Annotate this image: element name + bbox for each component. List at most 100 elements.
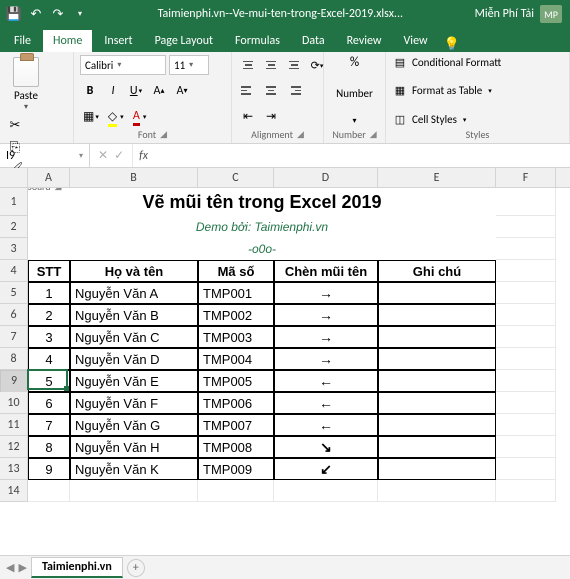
row-header[interactable]: 1 bbox=[0, 188, 28, 216]
worksheet-grid[interactable]: ABCDEF 1234567891011121314 Vẽ mũi tên tr… bbox=[0, 168, 570, 502]
grow-font-button[interactable]: A▴ bbox=[149, 81, 169, 101]
row-header[interactable]: 12 bbox=[0, 436, 28, 458]
cell[interactable] bbox=[496, 436, 556, 458]
cell[interactable]: TMP009 bbox=[198, 458, 274, 480]
arrow-cell[interactable]: → bbox=[274, 282, 378, 304]
cell[interactable] bbox=[496, 392, 556, 414]
row-header[interactable]: 7 bbox=[0, 326, 28, 348]
cell[interactable]: TMP006 bbox=[198, 392, 274, 414]
undo-icon[interactable]: ↶ bbox=[28, 6, 44, 22]
cell[interactable]: Nguyễn Văn C bbox=[70, 326, 198, 348]
row-header[interactable]: 3 bbox=[0, 238, 28, 260]
align-left-button[interactable] bbox=[238, 82, 258, 100]
cell[interactable] bbox=[378, 480, 496, 502]
name-box[interactable]: I9▾ bbox=[0, 144, 90, 167]
column-header[interactable]: D bbox=[274, 168, 378, 187]
cell[interactable]: TMP005 bbox=[198, 370, 274, 392]
column-header[interactable]: F bbox=[496, 168, 556, 187]
tell-me-icon[interactable]: 💡 bbox=[444, 37, 460, 52]
table-header-cell[interactable]: STT bbox=[28, 260, 70, 282]
cell[interactable]: 5 bbox=[28, 370, 70, 392]
row-header[interactable]: 5 bbox=[0, 282, 28, 304]
cell[interactable] bbox=[378, 304, 496, 326]
number-launcher-icon[interactable]: ◢ bbox=[370, 129, 377, 140]
cell[interactable]: TMP004 bbox=[198, 348, 274, 370]
font-color-button[interactable]: A▾ bbox=[130, 106, 150, 126]
cell[interactable] bbox=[496, 414, 556, 436]
percent-icon[interactable]: % bbox=[350, 55, 359, 70]
cell[interactable] bbox=[496, 260, 556, 282]
fx-icon[interactable]: fx bbox=[133, 149, 154, 163]
tab-formulas[interactable]: Formulas bbox=[225, 30, 290, 52]
cell[interactable]: Nguyễn Văn K bbox=[70, 458, 198, 480]
shrink-font-button[interactable]: A▾ bbox=[172, 81, 192, 101]
cell[interactable]: Nguyễn Văn F bbox=[70, 392, 198, 414]
table-header-cell[interactable]: Ghi chú bbox=[378, 260, 496, 282]
tab-home[interactable]: Home bbox=[43, 30, 92, 52]
align-center-button[interactable] bbox=[261, 82, 281, 100]
column-header[interactable]: B bbox=[70, 168, 198, 187]
cell[interactable]: TMP008 bbox=[198, 436, 274, 458]
font-name-select[interactable]: Calibri▾ bbox=[80, 55, 166, 75]
row-header[interactable]: 6 bbox=[0, 304, 28, 326]
arrow-cell[interactable]: ← bbox=[274, 370, 378, 392]
table-header-cell[interactable]: Họ và tên bbox=[70, 260, 198, 282]
cell[interactable] bbox=[378, 326, 496, 348]
cell[interactable] bbox=[496, 458, 556, 480]
row-header[interactable]: 2 bbox=[0, 216, 28, 238]
sheet-nav-next-icon[interactable]: ▶ bbox=[18, 561, 26, 574]
cell[interactable]: Nguyễn Văn G bbox=[70, 414, 198, 436]
cell[interactable] bbox=[496, 326, 556, 348]
number-dropdown-icon[interactable]: ▾ bbox=[352, 116, 356, 126]
cell[interactable] bbox=[496, 480, 556, 502]
align-right-button[interactable] bbox=[284, 82, 304, 100]
qat-dropdown-icon[interactable]: ▾ bbox=[72, 6, 88, 22]
row-header[interactable]: 4 bbox=[0, 260, 28, 282]
cell[interactable] bbox=[496, 370, 556, 392]
tab-data[interactable]: Data bbox=[292, 30, 335, 52]
increase-indent-button[interactable]: ⇥ bbox=[261, 106, 281, 126]
row-header[interactable]: 13 bbox=[0, 458, 28, 480]
sheet-nav-prev-icon[interactable]: ◀ bbox=[6, 561, 14, 574]
arrow-cell[interactable]: ← bbox=[274, 392, 378, 414]
cell[interactable] bbox=[378, 370, 496, 392]
cell[interactable]: Demo bởi: Taimienphi.vn bbox=[28, 216, 496, 238]
column-header[interactable]: A bbox=[28, 168, 70, 187]
row-header[interactable]: 14 bbox=[0, 480, 28, 502]
tab-file[interactable]: File bbox=[4, 30, 41, 52]
cell[interactable]: Nguyễn Văn E bbox=[70, 370, 198, 392]
account-name[interactable]: Miễn Phí Tải bbox=[475, 7, 534, 21]
bold-button[interactable]: B bbox=[80, 81, 100, 101]
cell[interactable]: TMP002 bbox=[198, 304, 274, 326]
tab-page-layout[interactable]: Page Layout bbox=[145, 30, 223, 52]
cell[interactable]: Nguyễn Văn H bbox=[70, 436, 198, 458]
arrow-cell[interactable]: → bbox=[274, 304, 378, 326]
cell[interactable]: Nguyễn Văn A bbox=[70, 282, 198, 304]
cell[interactable] bbox=[378, 458, 496, 480]
cell[interactable]: 8 bbox=[28, 436, 70, 458]
decrease-indent-button[interactable]: ⇤ bbox=[238, 106, 258, 126]
cell[interactable] bbox=[28, 480, 70, 502]
table-header-cell[interactable]: Chèn mũi tên bbox=[274, 260, 378, 282]
align-top-button[interactable] bbox=[238, 56, 258, 74]
borders-button[interactable]: ▦▾ bbox=[80, 106, 102, 126]
arrow-cell[interactable]: ↙ bbox=[274, 458, 378, 480]
cell[interactable] bbox=[70, 480, 198, 502]
paste-button[interactable]: Paste ▾ bbox=[6, 55, 46, 112]
tab-view[interactable]: View bbox=[394, 30, 438, 52]
font-size-select[interactable]: 11▾ bbox=[169, 55, 209, 75]
cell[interactable] bbox=[496, 238, 556, 260]
column-header[interactable]: E bbox=[378, 168, 496, 187]
redo-icon[interactable]: ↷ bbox=[50, 6, 66, 22]
cell[interactable]: TMP007 bbox=[198, 414, 274, 436]
cell[interactable] bbox=[496, 188, 556, 216]
row-header[interactable]: 11 bbox=[0, 414, 28, 436]
cell[interactable] bbox=[378, 436, 496, 458]
cell[interactable]: 2 bbox=[28, 304, 70, 326]
italic-button[interactable]: I bbox=[103, 81, 123, 101]
row-header[interactable]: 9 bbox=[0, 370, 28, 392]
account-badge[interactable]: MP bbox=[540, 5, 562, 23]
align-bottom-button[interactable] bbox=[284, 56, 304, 74]
cell[interactable]: 1 bbox=[28, 282, 70, 304]
cell[interactable] bbox=[378, 348, 496, 370]
